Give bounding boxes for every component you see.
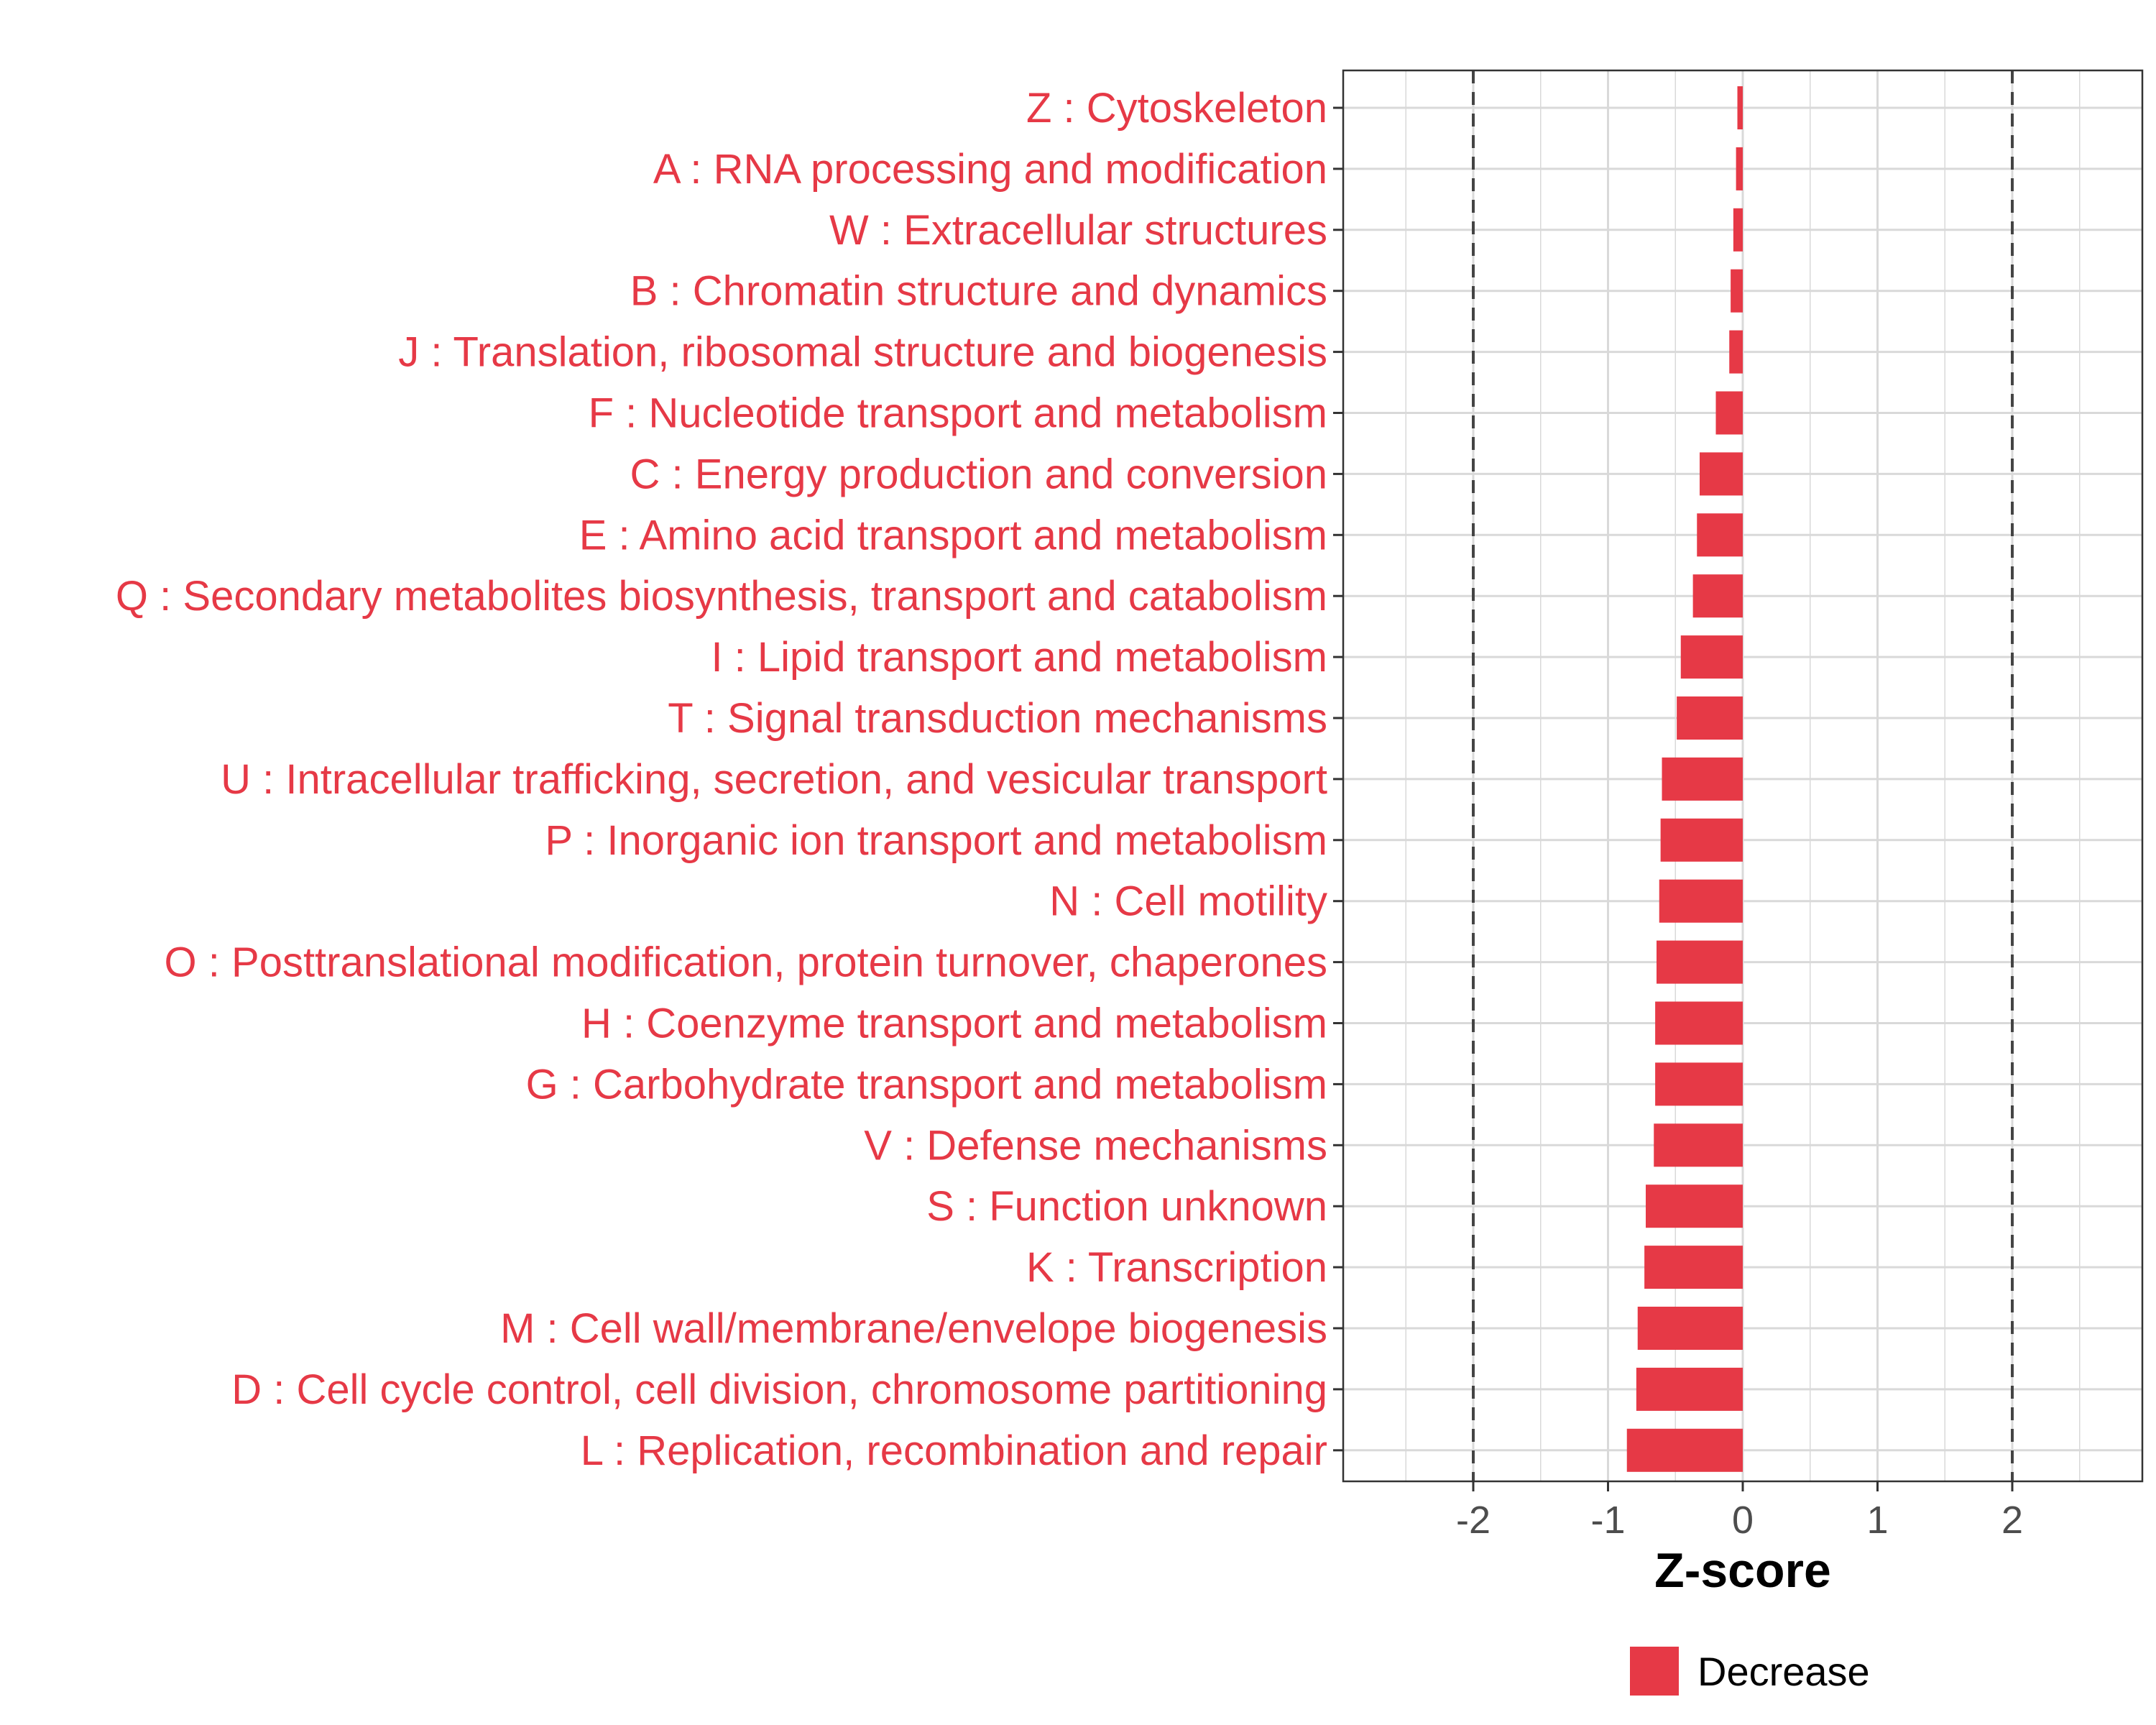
- bar: [1697, 513, 1743, 557]
- x-tick-label: -2: [1456, 1499, 1491, 1542]
- bar: [1733, 208, 1743, 252]
- bar: [1654, 1123, 1743, 1167]
- category-label: E : Amino acid transport and metabolism: [579, 512, 1327, 558]
- category-label: Z : Cytoskeleton: [1026, 85, 1327, 132]
- bar: [1731, 269, 1743, 313]
- category-labels: Z : Cytoskeleton A : RNA processing and m…: [116, 85, 1327, 1474]
- bar: [1659, 879, 1743, 923]
- bar: [1657, 940, 1743, 984]
- category-label: U : Intracellular trafficking, secretion…: [221, 756, 1327, 803]
- category-label: Q : Secondary metabolites biosynthesis, …: [116, 573, 1327, 620]
- bar: [1729, 330, 1743, 374]
- bar: [1644, 1246, 1743, 1289]
- bar: [1660, 818, 1743, 862]
- x-tick-labels: -2 -1 0 1 2: [1456, 1499, 2023, 1542]
- legend-swatch-decrease: [1630, 1647, 1679, 1696]
- category-label: D : Cell cycle control, cell division, c…: [231, 1366, 1327, 1413]
- category-label: H : Coenzyme transport and metabolism: [581, 1000, 1327, 1047]
- bar: [1677, 696, 1743, 740]
- bar: [1662, 757, 1743, 801]
- category-label: M : Cell wall/membrane/envelope biogenes…: [500, 1305, 1327, 1352]
- legend: Decrease: [1630, 1647, 1870, 1696]
- bar: [1736, 147, 1743, 190]
- category-label: O : Posttranslational modification, prot…: [165, 939, 1327, 986]
- category-label: C : Energy production and conversion: [630, 451, 1327, 497]
- category-label: J : Translation, ribosomal structure and…: [398, 329, 1327, 376]
- category-label: G : Carbohydrate transport and metabolis…: [526, 1061, 1327, 1108]
- legend-label-decrease: Decrease: [1697, 1649, 1870, 1694]
- x-tick-label: 1: [1866, 1499, 1888, 1542]
- category-label: F : Nucleotide transport and metabolism: [589, 390, 1327, 437]
- y-axis-ticks: [1333, 106, 1343, 1452]
- bar: [1737, 86, 1743, 129]
- bar: [1636, 1367, 1743, 1411]
- category-label: W : Extracellular structures: [829, 207, 1327, 254]
- bar: [1700, 452, 1743, 496]
- bar: [1715, 391, 1743, 435]
- bar: [1637, 1307, 1743, 1350]
- bars: [1626, 86, 1743, 1472]
- x-tick-label: 0: [1732, 1499, 1754, 1542]
- x-tick-label: -1: [1590, 1499, 1625, 1542]
- bar: [1655, 1062, 1743, 1106]
- x-axis-ticks: [1472, 1481, 2014, 1491]
- category-label: K : Transcription: [1026, 1244, 1327, 1291]
- category-label: V : Defense mechanisms: [864, 1122, 1327, 1169]
- category-label: S : Function unknown: [926, 1183, 1327, 1230]
- category-label: T : Signal transduction mechanisms: [668, 695, 1327, 742]
- category-label: P : Inorganic ion transport and metaboli…: [545, 817, 1327, 864]
- category-label: A : RNA processing and modification: [653, 146, 1327, 193]
- category-label: B : Chromatin structure and dynamics: [630, 268, 1327, 315]
- x-tick-label: 2: [2001, 1499, 2023, 1542]
- bar: [1692, 574, 1743, 618]
- category-label: N : Cell motility: [1049, 878, 1327, 925]
- bar: [1626, 1428, 1743, 1472]
- bar: [1680, 635, 1743, 679]
- bar: [1646, 1184, 1743, 1228]
- x-axis-title: Z-score: [1654, 1543, 1831, 1598]
- category-label: I : Lipid transport and metabolism: [711, 634, 1327, 681]
- category-label: L : Replication, recombination and repai…: [581, 1427, 1327, 1474]
- reference-lines: [1472, 70, 2014, 1481]
- plot-border: [1342, 69, 2144, 1483]
- bar: [1655, 1001, 1743, 1045]
